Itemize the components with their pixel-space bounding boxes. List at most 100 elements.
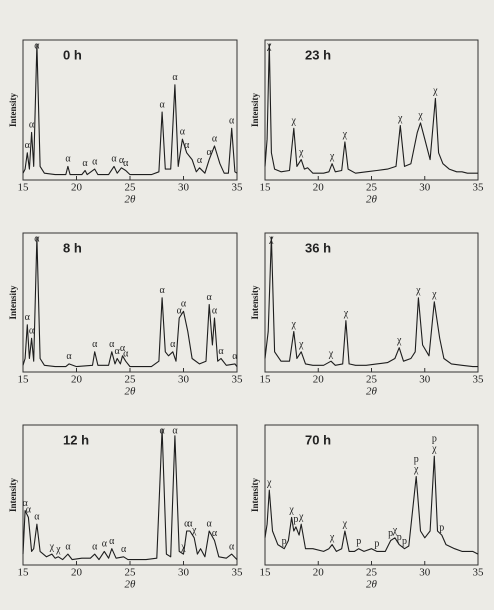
x-tick-label: 35 — [232, 374, 244, 386]
peak-label: α — [121, 544, 127, 555]
plot-frame — [22, 39, 238, 181]
peak-label: α — [34, 233, 40, 244]
peak-label: χ — [329, 532, 335, 543]
peak-label: p — [432, 433, 437, 444]
peak-label: α — [65, 154, 71, 165]
peak-label: χ — [397, 113, 403, 124]
peak-label: χ — [431, 443, 437, 454]
peak-label: α — [92, 156, 98, 167]
x-tick-label: 30 — [419, 182, 431, 194]
peak-label: χ — [328, 348, 334, 359]
peak-label: χ — [342, 518, 348, 529]
x-tick-label: 15 — [18, 182, 30, 194]
peak-label: α — [184, 140, 190, 151]
peak-label: χ — [417, 110, 423, 121]
peak-label: p — [388, 528, 393, 539]
peak-label: α — [181, 299, 187, 310]
panel-title: 23 h — [305, 47, 331, 62]
peak-label: α — [26, 505, 32, 516]
peak-label: χ — [342, 129, 348, 140]
peak-label: α — [170, 339, 176, 350]
x-axis-label: 2θ — [125, 386, 137, 398]
peak-label: χ — [415, 285, 421, 296]
x-tick-label: 35 — [232, 182, 244, 194]
peak-label: α — [92, 541, 98, 552]
curve — [22, 236, 238, 368]
x-tick-label: 35 — [473, 182, 485, 194]
peak-label: χ — [291, 116, 297, 127]
peak-label: p — [397, 532, 402, 543]
peak-label: α — [180, 126, 186, 137]
peak-label: α — [102, 539, 108, 550]
peak-label: χ — [49, 541, 55, 552]
x-tick-label: 15 — [18, 567, 30, 579]
peak-label: α — [66, 351, 72, 362]
peak-label: p — [374, 539, 379, 550]
x-tick-label: 30 — [178, 567, 190, 579]
x-tick-label: 15 — [260, 374, 272, 386]
peak-label: α — [123, 158, 129, 169]
panel-title: 0 h — [63, 47, 82, 62]
peak-label: α — [218, 346, 224, 357]
x-tick-label: 20 — [313, 374, 325, 386]
peak-label: α — [25, 140, 31, 151]
x-axis-label: 2θ — [366, 194, 378, 206]
peak-label: α — [207, 292, 213, 303]
peak-label: χ — [298, 511, 304, 522]
peak-label: χ — [268, 233, 274, 244]
peak-label: α — [172, 425, 178, 436]
peak-label: α — [212, 305, 218, 316]
peak-label: p — [356, 536, 361, 547]
plot-frame — [22, 232, 238, 373]
x-tick-label: 25 — [125, 374, 137, 386]
y-axis-label: Intensity — [250, 478, 260, 513]
curve — [264, 455, 479, 555]
peak-label: α — [207, 518, 213, 529]
y-axis-label: Intensity — [250, 285, 260, 320]
peak-label: α — [109, 339, 115, 350]
peak-label: χ — [291, 319, 297, 330]
x-axis-label: 2θ — [125, 194, 137, 206]
peak-label: α — [23, 498, 29, 509]
peak-label: p — [293, 514, 298, 525]
panel-title: 8 h — [63, 240, 82, 255]
x-axis-label: 2θ — [366, 579, 378, 591]
peak-label: χ — [55, 544, 61, 555]
panel-title: 70 h — [305, 432, 331, 447]
peak-label: α — [25, 312, 31, 323]
peak-label: α — [197, 155, 203, 166]
peak-label: α — [92, 339, 98, 350]
peak-label: α — [119, 155, 125, 166]
peak-label: χ — [288, 505, 294, 516]
panel-title: 12 h — [63, 432, 89, 447]
peak-label: χ — [343, 308, 349, 319]
peak-label: α — [212, 528, 218, 539]
peak-label: χ — [191, 525, 197, 536]
peak-label: α — [34, 40, 40, 51]
curve — [22, 428, 238, 561]
x-tick-label: 25 — [125, 182, 137, 194]
peak-label: χ — [298, 147, 304, 158]
peak-label: χ — [396, 335, 402, 346]
peak-label: χ — [431, 289, 437, 300]
peak-label: α — [229, 116, 235, 127]
curve — [264, 236, 478, 368]
curve — [22, 43, 238, 176]
peak-label: χ — [392, 525, 398, 536]
panel-title: 36 h — [305, 240, 331, 255]
x-tick-label: 25 — [366, 374, 378, 386]
peak-label: α — [229, 541, 235, 552]
peak-label: α — [109, 536, 115, 547]
x-tick-label: 30 — [178, 374, 190, 386]
x-tick-label: 35 — [473, 567, 485, 579]
x-tick-label: 20 — [71, 567, 83, 579]
peak-label: α — [232, 351, 238, 362]
x-tick-label: 20 — [313, 182, 325, 194]
peak-label: χ — [298, 339, 304, 350]
peak-label: χ — [266, 477, 272, 488]
x-tick-label: 20 — [71, 182, 83, 194]
x-tick-label: 15 — [260, 182, 272, 194]
peak-label: α — [29, 120, 35, 131]
peak-label: α — [184, 518, 190, 529]
